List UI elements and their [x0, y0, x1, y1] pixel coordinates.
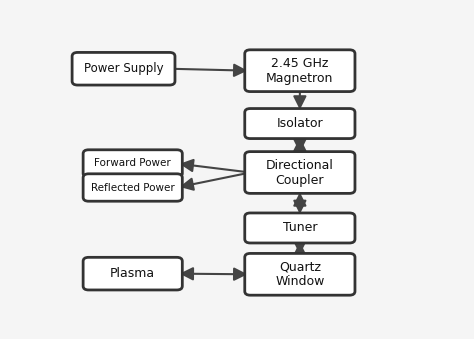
Text: Tuner: Tuner [283, 221, 317, 235]
Text: Directional
Coupler: Directional Coupler [266, 159, 334, 186]
Text: Plasma: Plasma [110, 267, 155, 280]
Text: Reflected Power: Reflected Power [91, 182, 174, 193]
Text: Quartz
Window: Quartz Window [275, 260, 325, 288]
FancyBboxPatch shape [83, 150, 182, 177]
FancyBboxPatch shape [83, 174, 182, 201]
FancyBboxPatch shape [72, 53, 175, 85]
Text: Isolator: Isolator [276, 117, 323, 130]
FancyBboxPatch shape [245, 152, 355, 193]
FancyBboxPatch shape [245, 213, 355, 243]
FancyBboxPatch shape [245, 254, 355, 295]
FancyBboxPatch shape [245, 108, 355, 139]
FancyBboxPatch shape [83, 257, 182, 290]
Text: Forward Power: Forward Power [94, 159, 171, 168]
FancyBboxPatch shape [245, 50, 355, 92]
Text: 2.45 GHz
Magnetron: 2.45 GHz Magnetron [266, 57, 334, 85]
Text: Power Supply: Power Supply [84, 62, 164, 75]
